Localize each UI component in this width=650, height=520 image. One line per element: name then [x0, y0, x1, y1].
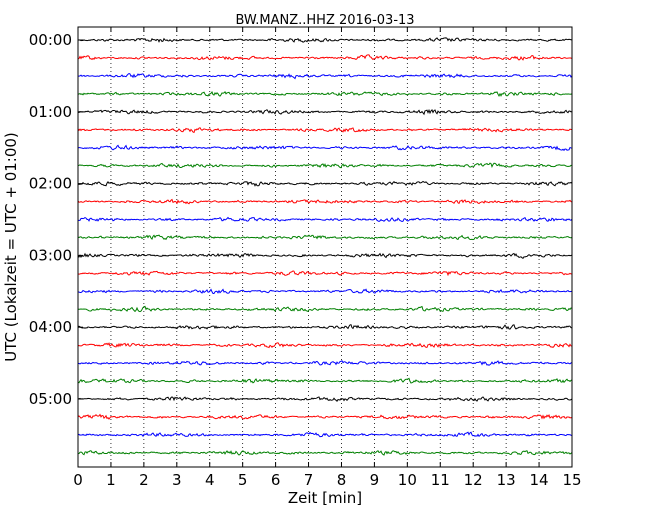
y-axis-label: UTC (Lokalzeit = UTC + 01:00) [2, 132, 20, 362]
x-tick-label-3: 3 [172, 471, 182, 489]
x-tick-label-11: 11 [431, 471, 450, 489]
trace-line-15 [77, 288, 573, 295]
x-tick-label-0: 0 [73, 471, 83, 489]
trace-line-14 [77, 270, 573, 277]
trace-line-10 [77, 198, 573, 205]
trace-line-6 [77, 127, 573, 134]
trace-line-1 [77, 37, 573, 43]
x-tick-label-14: 14 [530, 471, 549, 489]
plot-frame [77, 26, 573, 468]
chart-title: BW.MANZ..HHZ 2016-03-13 [235, 13, 414, 28]
trace-line-3 [78, 73, 573, 80]
x-tick-label-12: 12 [464, 471, 483, 489]
y-tick-label-5: 05:00 [29, 390, 72, 408]
trace-line-5 [77, 108, 573, 116]
x-tick-label-4: 4 [205, 471, 215, 489]
trace-line-13 [77, 252, 573, 260]
x-tick-label-6: 6 [271, 471, 281, 489]
x-tick-label-9: 9 [370, 471, 380, 489]
trace-line-19 [77, 360, 573, 366]
trace-line-7 [77, 144, 573, 152]
seismic-traces [77, 37, 573, 456]
trace-line-16 [77, 305, 573, 313]
x-tick-label-13: 13 [497, 471, 516, 489]
trace-line-8 [77, 162, 573, 169]
vertical-grid [110, 27, 540, 467]
x-tick-label-10: 10 [398, 471, 417, 489]
trace-line-2 [77, 54, 573, 61]
trace-line-12 [77, 234, 573, 241]
x-axis-ticks: 0 1 2 3 4 5 6 7 8 9 10 11 12 13 14 15 [73, 27, 582, 489]
trace-line-24 [77, 450, 573, 456]
x-tick-label-1: 1 [106, 471, 116, 489]
x-tick-label-7: 7 [304, 471, 314, 489]
y-axis-ticks: 00:00 01:00 02:00 03:00 04:00 05:00 [29, 31, 83, 408]
trace-line-9 [77, 180, 573, 187]
trace-line-21 [77, 396, 573, 403]
y-tick-label-0: 00:00 [29, 31, 72, 49]
x-tick-label-5: 5 [238, 471, 248, 489]
x-tick-label-2: 2 [139, 471, 149, 489]
x-axis-label: Zeit [min] [288, 489, 362, 507]
trace-line-17 [77, 324, 573, 330]
y-tick-label-3: 03:00 [29, 246, 72, 264]
y-tick-label-4: 04:00 [29, 318, 72, 336]
y-tick-label-1: 01:00 [29, 103, 72, 121]
x-tick-label-8: 8 [337, 471, 347, 489]
y-tick-label-2: 02:00 [29, 175, 72, 193]
trace-line-4 [77, 91, 573, 97]
trace-line-11 [77, 216, 573, 223]
trace-line-20 [77, 377, 573, 384]
x-tick-label-15: 15 [562, 471, 581, 489]
trace-line-23 [77, 431, 573, 438]
trace-line-22 [77, 413, 573, 420]
trace-line-18 [77, 342, 573, 349]
